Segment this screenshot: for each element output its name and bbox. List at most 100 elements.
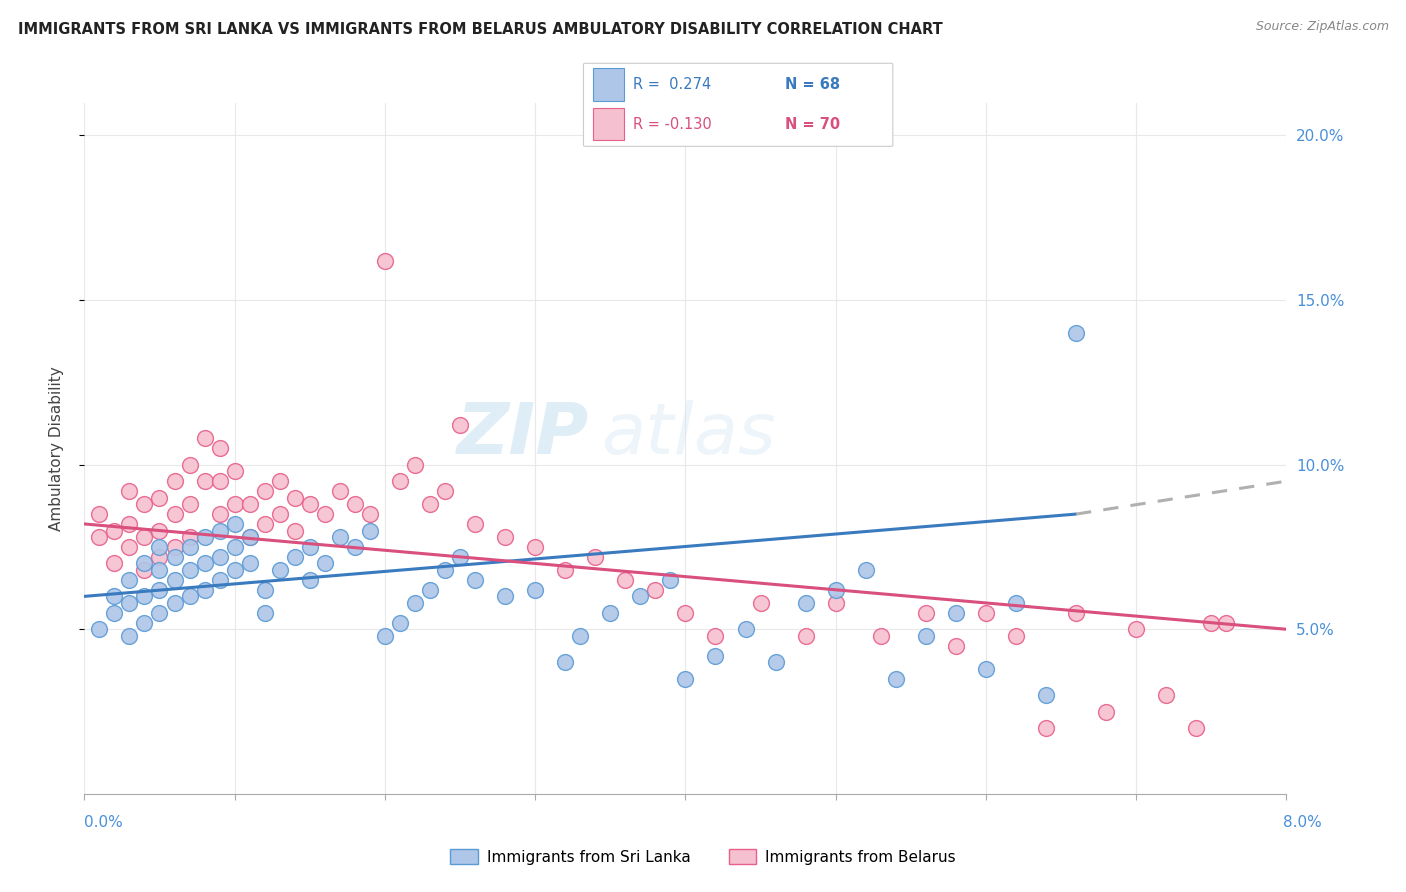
Text: atlas: atlas [602, 400, 776, 469]
Point [404, 458, 426, 472]
Point [419, 497, 441, 511]
Point [284, 491, 307, 505]
Y-axis label: Ambulatory Disability: Ambulatory Disability [49, 366, 63, 531]
Point [134, 557, 156, 571]
Point [148, 606, 170, 620]
Point [103, 590, 125, 604]
Point [599, 606, 621, 620]
Point [374, 629, 396, 643]
Point [179, 458, 201, 472]
Point [134, 497, 156, 511]
Text: R = -0.130: R = -0.130 [633, 117, 711, 132]
Point [734, 622, 756, 636]
Point [103, 524, 125, 538]
Point [163, 596, 186, 610]
Point [89, 622, 111, 636]
Point [974, 606, 997, 620]
Point [464, 516, 486, 531]
Point [524, 582, 547, 597]
Point [134, 615, 156, 630]
Text: ZIP: ZIP [457, 400, 589, 469]
Point [163, 549, 186, 564]
Text: 8.0%: 8.0% [1282, 815, 1322, 830]
Point [148, 563, 170, 577]
Point [269, 474, 291, 488]
Point [239, 497, 262, 511]
Point [194, 530, 217, 544]
Point [208, 442, 231, 456]
Point [794, 629, 817, 643]
Point [1215, 615, 1237, 630]
Point [388, 615, 411, 630]
Point [148, 491, 170, 505]
Point [194, 431, 217, 445]
Point [434, 563, 457, 577]
Point [314, 557, 336, 571]
Point [569, 629, 592, 643]
Point [118, 573, 141, 587]
Point [253, 483, 276, 498]
Bar [593, 108, 624, 140]
Point [1005, 629, 1028, 643]
Text: 0.0%: 0.0% [84, 815, 124, 830]
Point [675, 672, 697, 686]
Point [208, 507, 231, 521]
Point [449, 418, 471, 433]
Legend: Immigrants from Sri Lanka, Immigrants from Belarus: Immigrants from Sri Lanka, Immigrants fr… [444, 843, 962, 871]
Point [314, 507, 336, 521]
Point [359, 524, 381, 538]
Point [434, 483, 457, 498]
Point [179, 590, 201, 604]
Point [554, 655, 576, 669]
Point [148, 540, 170, 554]
Point [224, 516, 246, 531]
Text: Source: ZipAtlas.com: Source: ZipAtlas.com [1256, 20, 1389, 33]
Point [554, 563, 576, 577]
Point [704, 648, 727, 663]
Text: R =  0.274: R = 0.274 [633, 77, 711, 92]
Point [1035, 721, 1057, 735]
Point [869, 629, 891, 643]
Point [284, 549, 307, 564]
Point [284, 524, 307, 538]
Point [118, 596, 141, 610]
Point [1095, 705, 1118, 719]
Point [945, 639, 967, 653]
Point [253, 606, 276, 620]
Point [163, 507, 186, 521]
Point [163, 474, 186, 488]
Point [449, 549, 471, 564]
Point [118, 516, 141, 531]
Point [208, 549, 231, 564]
Point [704, 629, 727, 643]
Point [1201, 615, 1223, 630]
Point [884, 672, 907, 686]
Point [194, 474, 217, 488]
Point [343, 540, 366, 554]
Point [494, 590, 516, 604]
Point [208, 474, 231, 488]
Point [659, 573, 682, 587]
Point [179, 540, 201, 554]
Point [524, 540, 547, 554]
Point [208, 524, 231, 538]
Point [224, 540, 246, 554]
Point [1064, 326, 1087, 340]
Text: N = 68: N = 68 [785, 77, 839, 92]
Point [253, 516, 276, 531]
Point [974, 662, 997, 676]
Point [269, 507, 291, 521]
Point [179, 497, 201, 511]
Point [298, 573, 321, 587]
Point [644, 582, 666, 597]
Point [194, 582, 217, 597]
Point [359, 507, 381, 521]
Point [749, 596, 772, 610]
Point [794, 596, 817, 610]
Point [824, 596, 846, 610]
Point [329, 530, 352, 544]
Point [1156, 688, 1178, 702]
Point [374, 253, 396, 268]
Point [163, 540, 186, 554]
Point [118, 629, 141, 643]
